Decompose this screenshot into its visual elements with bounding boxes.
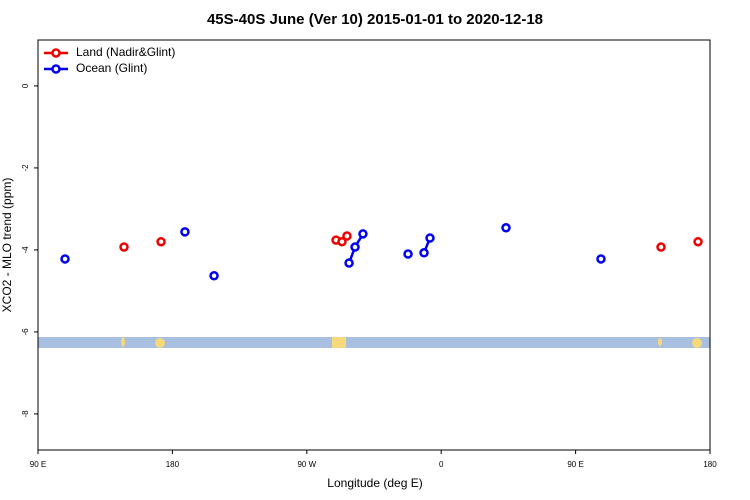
- point: [342, 231, 352, 241]
- point: [693, 236, 703, 247]
- land-strip: [121, 337, 125, 347]
- point: [425, 233, 435, 243]
- point: [656, 242, 666, 252]
- x-axis-label: Longitude (deg E): [327, 476, 422, 490]
- y-tick-label: 0: [21, 83, 30, 88]
- x-tick-label: 180: [166, 460, 180, 469]
- x-tick-label: 180: [703, 460, 717, 469]
- legend-marker: [51, 48, 61, 58]
- land-strip: [658, 338, 662, 346]
- map-strip: [38, 337, 710, 348]
- legend-label: Ocean (Glint): [76, 61, 147, 75]
- point: [403, 249, 413, 259]
- y-tick-label: -2: [21, 164, 30, 172]
- land-strip: [155, 338, 165, 348]
- y-axis-label: XCO2 - MLO trend (ppm): [0, 178, 14, 313]
- legend-label: Land (Nadir&Glint): [76, 45, 175, 59]
- point: [209, 271, 219, 281]
- point: [60, 254, 70, 264]
- point: [350, 242, 360, 252]
- y-tick-label: -8: [21, 410, 30, 418]
- land-strip: [332, 337, 346, 348]
- point: [501, 223, 511, 233]
- point: [419, 248, 429, 258]
- chart-title: 45S-40S June (Ver 10) 2015-01-01 to 2020…: [207, 11, 543, 28]
- point: [156, 236, 166, 247]
- legend-marker: [51, 64, 61, 74]
- point: [337, 236, 347, 247]
- point: [119, 242, 129, 252]
- x-tick-label: 90 E: [567, 460, 583, 469]
- point: [596, 254, 606, 264]
- plot-frame: [37, 39, 711, 451]
- land-strip: [692, 338, 702, 348]
- x-tick-label: 90 W: [297, 460, 316, 469]
- y-tick-label: -4: [21, 246, 30, 254]
- x-tick-label: 0: [439, 460, 444, 469]
- point: [344, 258, 354, 268]
- x-tick-label: 90 E: [30, 460, 46, 469]
- point: [180, 227, 190, 237]
- y-tick-label: -6: [21, 328, 30, 336]
- ocean-strip: [38, 337, 710, 348]
- point: [358, 229, 368, 239]
